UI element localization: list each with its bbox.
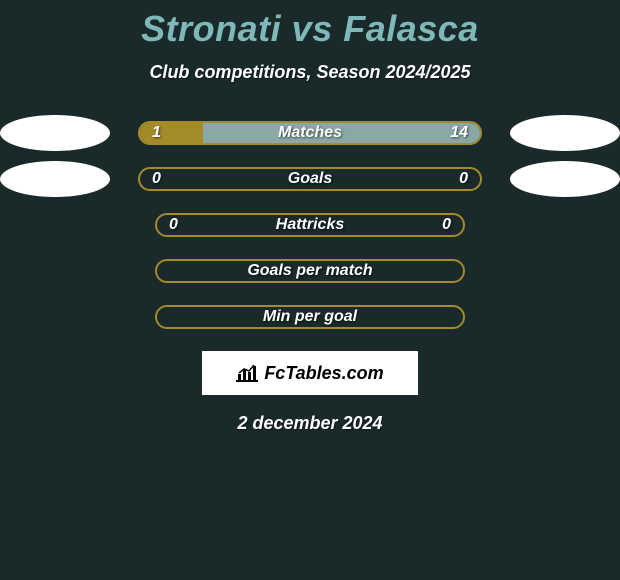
stat-row: Min per goal (0, 305, 620, 329)
stat-bar: 0 Goals 0 (138, 167, 482, 191)
date-label: 2 december 2024 (0, 413, 620, 434)
subtitle: Club competitions, Season 2024/2025 (0, 62, 620, 83)
player-avatar-left (0, 115, 110, 151)
stat-label: Goals per match (247, 262, 372, 280)
stat-label: Min per goal (263, 308, 357, 326)
stat-row: 0 Goals 0 (0, 167, 620, 191)
stat-bar: Goals per match (155, 259, 465, 283)
stat-value-right: 14 (450, 124, 468, 142)
stat-row: Goals per match (0, 259, 620, 283)
player-avatar-left (0, 161, 110, 197)
stats-area: 1 Matches 14 0 Goals 0 0 Hattricks 0 Goals per ma… (0, 121, 620, 329)
page-title: Stronati vs Falasca (0, 8, 620, 50)
stat-label: Goals (288, 170, 332, 188)
stat-value-left: 0 (169, 216, 178, 234)
stat-label: Matches (278, 124, 342, 142)
stat-bar: 0 Hattricks 0 (155, 213, 465, 237)
stat-row: 1 Matches 14 (0, 121, 620, 145)
stat-bar: 1 Matches 14 (138, 121, 482, 145)
comparison-widget: Stronati vs Falasca Club competitions, S… (0, 0, 620, 434)
logo-text: FcTables.com (264, 363, 383, 384)
chart-icon (236, 364, 258, 382)
player-avatar-right (510, 115, 620, 151)
stat-value-right: 0 (459, 170, 468, 188)
player-avatar-right (510, 161, 620, 197)
stat-value-right: 0 (442, 216, 451, 234)
stat-label: Hattricks (276, 216, 344, 234)
stat-row: 0 Hattricks 0 (0, 213, 620, 237)
bar-fill-left (140, 123, 203, 143)
fctables-logo[interactable]: FcTables.com (202, 351, 418, 395)
stat-value-left: 1 (152, 124, 161, 142)
stat-value-left: 0 (152, 170, 161, 188)
stat-bar: Min per goal (155, 305, 465, 329)
